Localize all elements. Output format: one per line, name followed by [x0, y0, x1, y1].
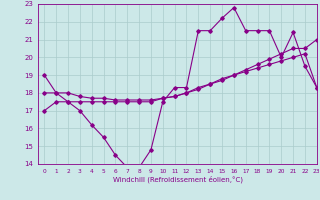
X-axis label: Windchill (Refroidissement éolien,°C): Windchill (Refroidissement éolien,°C): [113, 175, 243, 183]
